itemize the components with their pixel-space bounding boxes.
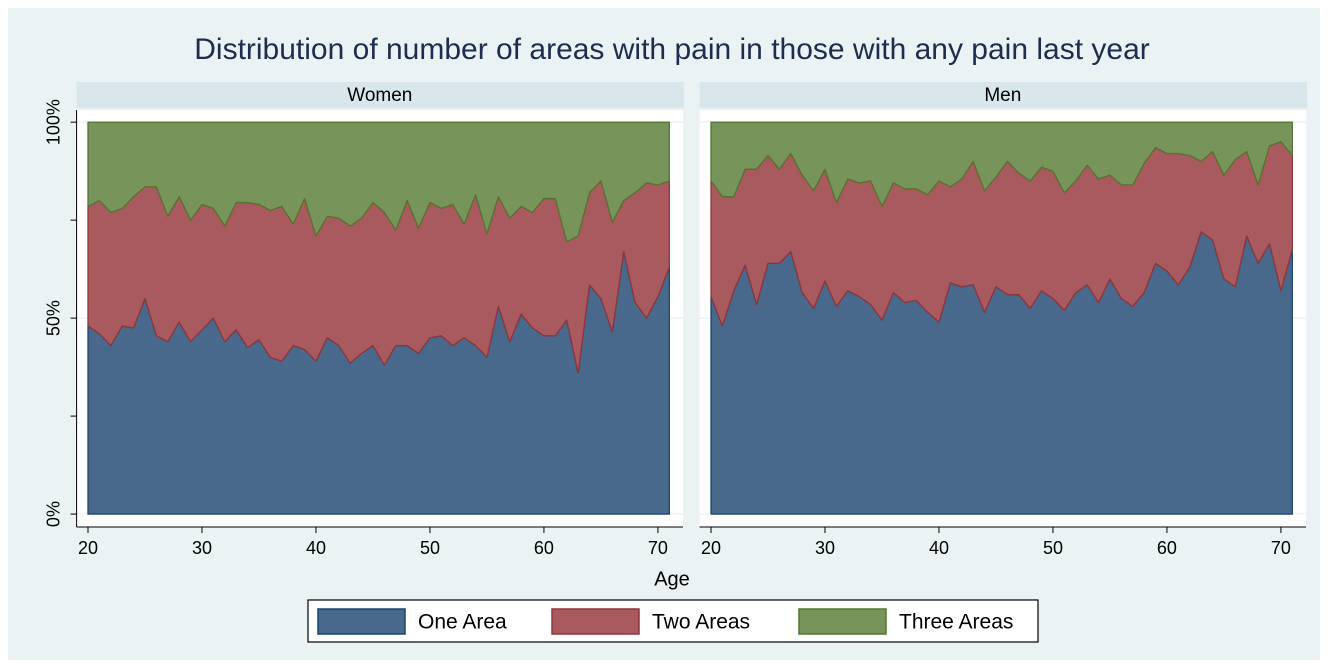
legend-label: Two Areas xyxy=(652,611,750,634)
panel-header xyxy=(76,82,685,108)
x-tick-label: 50 xyxy=(1043,538,1063,558)
x-tick-label: 70 xyxy=(648,538,668,558)
y-tick-label: 0% xyxy=(43,501,63,527)
legend-key xyxy=(317,608,406,635)
x-tick-label: 40 xyxy=(929,538,949,558)
legend-box xyxy=(307,599,1039,643)
panel-title: Women xyxy=(347,85,412,106)
x-tick-label: 40 xyxy=(306,538,326,558)
legend-label: One Area xyxy=(418,611,507,634)
x-tick-label: 20 xyxy=(78,538,98,558)
x-tick-label: 30 xyxy=(192,538,212,558)
area xyxy=(87,121,670,243)
legend-key xyxy=(798,608,887,635)
area xyxy=(710,121,1293,208)
x-tick-label: 30 xyxy=(815,538,835,558)
x-tick-label: 50 xyxy=(420,538,440,558)
x-tick-label: 60 xyxy=(534,538,554,558)
x-tick-label: 60 xyxy=(1157,538,1177,558)
panel-header xyxy=(699,82,1307,108)
legend-key xyxy=(551,608,640,635)
y-tick-label: 100% xyxy=(43,99,63,145)
legend-label: Three Areas xyxy=(899,611,1013,634)
x-axis-title: Age xyxy=(654,568,690,590)
chart-title: Distribution of number of areas with pai… xyxy=(194,33,1150,66)
x-tick-label: 20 xyxy=(701,538,721,558)
x-tick-label: 70 xyxy=(1271,538,1291,558)
panel-title: Men xyxy=(984,85,1021,106)
y-tick-label: 50% xyxy=(43,300,63,336)
